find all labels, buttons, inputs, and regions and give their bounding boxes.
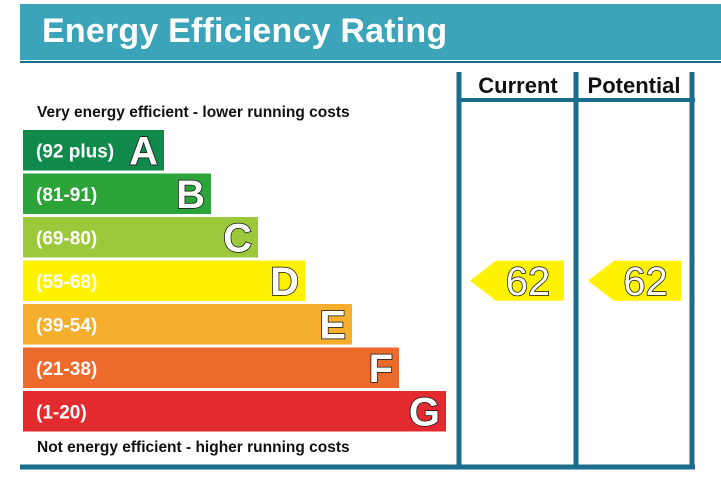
- rating-arrow-potential: [588, 260, 681, 301]
- band-d-letter: D: [270, 260, 299, 304]
- band-c-bar: [23, 217, 258, 258]
- chart-title: Energy Efficiency Rating: [42, 12, 448, 50]
- band-f-range: (21-38): [36, 359, 97, 380]
- band-e-letter: E: [319, 303, 346, 347]
- band-d-bar: [23, 260, 305, 301]
- band-a-letter: A: [129, 129, 158, 173]
- band-e-range: (39-54): [36, 315, 97, 336]
- rating-bands: (92 plus) A (81-91) B (69-80) C (55-68) D (39-54…: [23, 129, 446, 435]
- rating-markers: 62 62: [470, 259, 681, 305]
- band-f-bar: [23, 347, 399, 388]
- bottom-caption: Not energy efficient - higher running co…: [37, 439, 350, 456]
- band-g-range: (1-20): [36, 402, 87, 423]
- rating-arrow-current: [470, 260, 564, 301]
- band-b-bar: [23, 173, 211, 214]
- band-c-letter: C: [223, 216, 252, 260]
- band-g-letter: G: [409, 390, 440, 434]
- band-f-letter: F: [369, 347, 393, 391]
- band-d-range: (55-68): [36, 272, 97, 293]
- band-b-range: (81-91): [36, 185, 97, 206]
- column-header-potential: Potential: [588, 73, 681, 98]
- table-frame: [20, 61, 721, 470]
- band-e-bar: [23, 304, 352, 345]
- rating-value-potential: 62: [623, 260, 668, 304]
- band-g-bar: [23, 391, 446, 432]
- band-c-range: (69-80): [36, 228, 97, 249]
- band-a-bar: [23, 130, 164, 171]
- column-header-current: Current: [478, 73, 558, 98]
- band-b-letter: B: [176, 173, 205, 217]
- title-bar: Energy Efficiency Rating: [20, 4, 721, 60]
- band-a-range: (92 plus): [36, 141, 114, 162]
- top-caption: Very energy efficient - lower running co…: [37, 104, 350, 121]
- rating-value-current: 62: [506, 260, 551, 304]
